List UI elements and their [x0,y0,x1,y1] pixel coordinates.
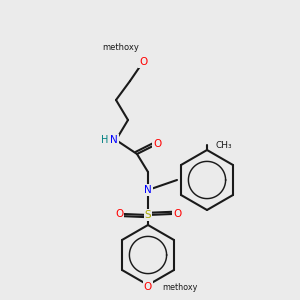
Text: O: O [115,209,123,219]
Text: O: O [153,139,161,149]
Text: methoxy: methoxy [103,44,140,52]
Text: S: S [145,210,151,220]
Text: methoxy: methoxy [162,283,197,292]
Text: N: N [144,185,152,195]
Text: CH₃: CH₃ [215,140,232,149]
Text: N: N [110,135,118,145]
Text: O: O [173,209,181,219]
Text: O: O [144,282,152,292]
Text: O: O [139,57,147,67]
Text: H: H [101,135,109,145]
